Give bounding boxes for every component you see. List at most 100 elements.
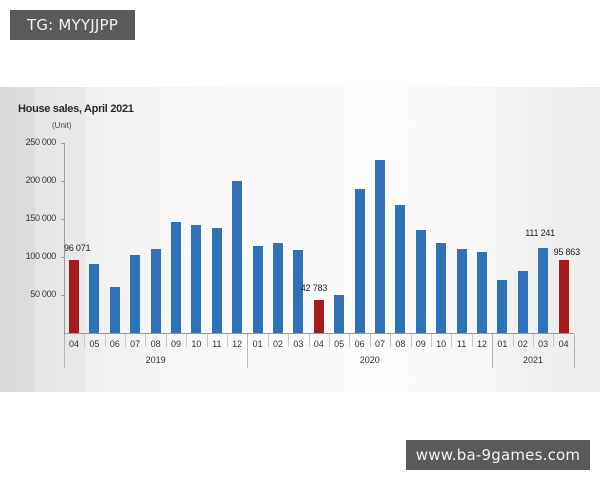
data-label: 111 241 (525, 228, 555, 239)
x-tick-label: 07 (374, 339, 385, 349)
x-tick-separator (227, 334, 228, 347)
year-separator (247, 334, 249, 368)
x-tick-label: 05 (89, 339, 100, 349)
x-tick-label: 12 (476, 339, 487, 349)
y-axis-line (64, 143, 65, 333)
x-tick-label: 01 (252, 339, 263, 349)
y-tick-mark (61, 257, 64, 258)
y-tick-mark (61, 219, 64, 220)
bar (293, 250, 304, 333)
x-tick-separator (553, 334, 555, 347)
x-tick-separator (104, 334, 106, 347)
x-tick-separator (165, 334, 167, 347)
x-tick-separator (84, 334, 86, 347)
x-tick-separator (512, 334, 514, 347)
bar (211, 228, 222, 333)
x-tick-separator (186, 334, 188, 347)
x-tick-label: 02 (517, 339, 528, 349)
x-tick-label: 04 (313, 339, 324, 349)
watermark-top: TG: MYYJJPP (10, 10, 135, 40)
year-separator (63, 334, 65, 368)
x-tick-separator (410, 334, 412, 347)
x-tick-separator (390, 334, 392, 347)
chart-title: House sales, April 2021 (18, 103, 134, 115)
data-label: 96 071 (64, 242, 91, 253)
y-tick-mark (61, 295, 64, 296)
y-tick-label: 200 000 (25, 175, 57, 185)
y-tick-mark (61, 143, 64, 144)
x-tick-label: 12 (232, 339, 243, 349)
year-separator (573, 334, 575, 368)
x-tick-separator (267, 334, 269, 347)
bar (415, 229, 426, 333)
x-tick-separator (451, 334, 453, 347)
bar (191, 225, 202, 333)
x-tick-label: 03 (293, 339, 304, 349)
year-label: 2021 (522, 355, 544, 365)
x-tick-separator (369, 334, 371, 347)
bar (89, 263, 100, 333)
x-tick-separator (125, 334, 126, 347)
year-separator (492, 334, 494, 368)
y-tick-label: 50 000 (30, 289, 56, 299)
x-tick-label: 09 (170, 339, 181, 349)
bar (375, 159, 385, 333)
x-tick-label: 10 (436, 339, 447, 349)
bar (354, 189, 365, 333)
x-tick-separator (533, 334, 534, 347)
bar (232, 181, 243, 333)
bar (538, 248, 549, 333)
x-tick-label: 07 (130, 339, 141, 349)
bar (477, 252, 487, 333)
y-tick-mark (61, 181, 64, 182)
bar (171, 222, 181, 333)
x-tick-label: 09 (415, 339, 426, 349)
bar (517, 271, 528, 333)
chart-panel (0, 87, 600, 392)
bar (395, 204, 406, 333)
bar (334, 295, 345, 333)
x-axis-line (64, 333, 574, 334)
data-label: 42 783 (300, 283, 328, 294)
x-tick-label: 03 (538, 339, 549, 349)
bar-highlighted (313, 300, 324, 333)
x-tick-label: 08 (395, 339, 406, 349)
x-tick-separator (349, 334, 351, 347)
y-tick-label: 150 000 (25, 213, 57, 223)
y-tick-label: 100 000 (25, 251, 57, 261)
x-tick-label: 05 (334, 339, 345, 349)
x-tick-label: 08 (150, 339, 161, 349)
bar-highlighted (69, 259, 79, 333)
bar (273, 242, 283, 333)
y-axis-unit: (Unit) (52, 121, 72, 130)
bar-highlighted (558, 260, 569, 333)
watermark-bottom: www.ba-9games.com (406, 440, 590, 470)
x-tick-label: 01 (497, 339, 508, 349)
data-label: 95 863 (553, 247, 581, 258)
x-tick-separator (471, 334, 473, 347)
year-label: 2020 (359, 355, 380, 365)
x-tick-separator (308, 334, 310, 347)
x-tick-label: 02 (272, 339, 283, 349)
x-tick-separator (288, 334, 290, 347)
x-tick-separator (206, 334, 208, 347)
bar (150, 248, 161, 333)
bar (436, 242, 447, 333)
x-tick-label: 06 (354, 339, 365, 349)
x-tick-label: 11 (212, 339, 222, 349)
bar (497, 279, 508, 333)
x-tick-separator (329, 334, 330, 347)
bar (456, 248, 467, 333)
x-tick-label: 04 (558, 339, 569, 349)
bar (252, 246, 263, 333)
bar (130, 255, 141, 333)
x-tick-separator (145, 334, 147, 347)
x-tick-separator (431, 334, 432, 347)
x-tick-label: 11 (456, 339, 467, 349)
x-tick-label: 06 (109, 339, 120, 349)
y-tick-label: 250 000 (25, 137, 57, 147)
year-label: 2019 (145, 355, 166, 365)
x-tick-label: 10 (191, 339, 202, 349)
bar (109, 287, 120, 333)
x-tick-label: 04 (68, 339, 79, 349)
